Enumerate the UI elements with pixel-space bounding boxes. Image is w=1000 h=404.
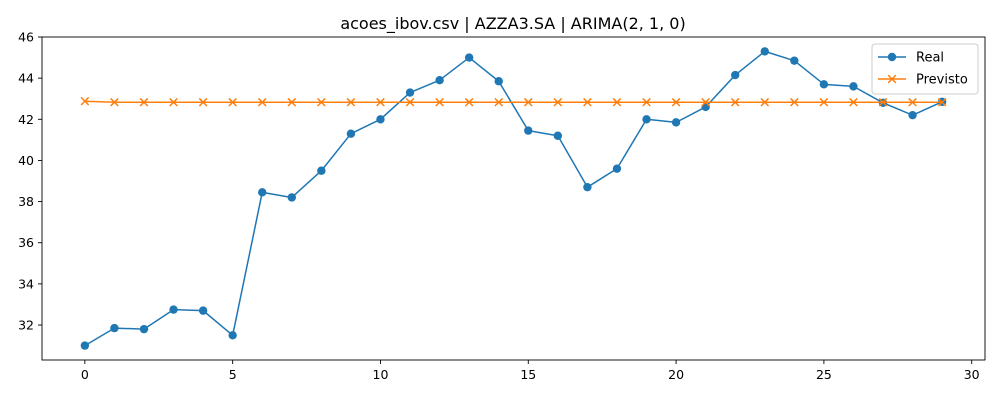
y-tick-label: 38: [18, 194, 34, 209]
data-point-real: [169, 305, 178, 314]
data-point-real: [110, 323, 119, 333]
x-tick-label: 15: [520, 367, 536, 382]
data-point-real: [376, 115, 385, 124]
data-point-previsto: [80, 96, 90, 106]
data-point-real: [198, 306, 208, 315]
data-point-previsto: [819, 97, 829, 107]
data-point-previsto: [523, 97, 533, 107]
data-point-previsto: [198, 97, 208, 107]
data-point-previsto: [110, 97, 119, 107]
data-point-real: [612, 164, 622, 173]
data-point-previsto: [760, 97, 770, 107]
legend-marker-previsto: [887, 74, 897, 84]
data-point-real: [317, 166, 326, 175]
data-point-real: [671, 118, 681, 127]
data-point-real: [228, 331, 237, 340]
series-line-previsto: [84, 100, 943, 103]
legend-label-previsto: Previsto: [916, 73, 968, 88]
legend-label-real: Real: [916, 51, 944, 66]
axes: 0 5 10 15 20 25 30 32 34 36 38 40 42 44 46: [18, 30, 986, 382]
data-point-previsto: [583, 97, 592, 107]
data-point-previsto: [317, 97, 326, 107]
data-point-real: [908, 110, 917, 120]
data-point-real: [346, 129, 356, 138]
data-point-real: [760, 47, 769, 56]
data-point-previsto: [701, 97, 710, 107]
data-point-real: [405, 88, 415, 97]
data-point-previsto: [228, 97, 237, 107]
data-point-real: [583, 182, 592, 192]
data-point-real: [524, 126, 533, 135]
data-point-real: [701, 102, 710, 112]
data-point-previsto: [346, 97, 356, 107]
data-point-previsto: [139, 97, 149, 107]
data-point-previsto: [849, 97, 858, 107]
data-point-previsto: [671, 97, 681, 107]
y-tick-label: 46: [18, 30, 34, 45]
data-point-previsto: [790, 97, 799, 107]
data-point-previsto: [494, 97, 504, 107]
data-point-previsto: [435, 97, 444, 107]
data-point-real: [731, 70, 740, 80]
data-point-previsto: [287, 97, 297, 107]
y-tick-label: 36: [18, 235, 34, 250]
data-point-real: [464, 53, 474, 62]
data-point-real: [494, 77, 503, 86]
y-tick-label: 42: [18, 112, 34, 127]
data-point-real: [139, 324, 149, 334]
data-point-previsto: [464, 97, 474, 107]
data-point-real: [790, 56, 799, 65]
data-point-previsto: [553, 97, 563, 107]
data-point-real: [258, 188, 267, 197]
x-tick-label: 20: [668, 367, 684, 382]
y-tick-label: 32: [18, 318, 34, 333]
y-tick-label: 40: [18, 153, 34, 168]
x-tick-label: 10: [373, 367, 389, 382]
data-point-previsto: [612, 97, 622, 107]
plot-area: [80, 47, 947, 350]
x-tick-label: 30: [964, 367, 980, 382]
x-tick-label: 5: [229, 367, 237, 382]
legend: Real Previsto: [871, 43, 979, 95]
chart-title: acoes_ibov.csv | AZZA3.SA | ARIMA(2, 1, …: [340, 14, 685, 34]
data-point-real: [642, 115, 651, 124]
data-point-previsto: [878, 97, 888, 107]
data-point-previsto: [169, 97, 178, 107]
data-point-real: [819, 80, 829, 89]
data-point-real: [287, 193, 296, 202]
data-point-previsto: [257, 97, 267, 107]
data-point-previsto: [937, 97, 947, 107]
data-point-previsto: [730, 97, 740, 107]
data-point-previsto: [908, 97, 917, 107]
data-point-real: [553, 131, 563, 140]
data-point-previsto: [642, 97, 651, 107]
legend-marker-real: [887, 52, 897, 62]
axes-frame: [41, 36, 986, 361]
series-line-real: [84, 50, 943, 347]
data-point-real: [435, 76, 444, 85]
data-point-real: [849, 82, 858, 91]
x-tick-label: 25: [816, 367, 832, 382]
y-tick-label: 34: [18, 276, 34, 291]
x-tick-label: 0: [81, 367, 89, 382]
data-point-previsto: [376, 97, 385, 107]
data-point-real: [80, 341, 90, 350]
data-point-previsto: [405, 97, 415, 107]
y-tick-label: 44: [18, 71, 34, 86]
